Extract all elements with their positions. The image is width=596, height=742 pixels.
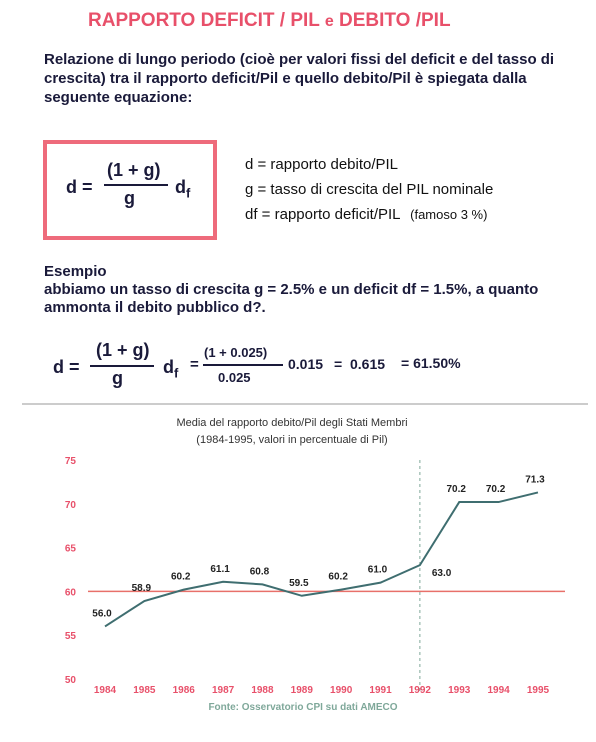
multiplier: 0.015 (288, 356, 324, 372)
factor: d (163, 357, 174, 377)
data-line (104, 491, 539, 628)
data-label: 60.8 (250, 566, 270, 577)
definition: df = rapporto deficit/PIL (245, 206, 400, 223)
title: RAPPORTO DEFICIT / PIL e DEBITO /PIL (88, 10, 451, 32)
x-tick-label: 1992 (409, 685, 432, 696)
title-part: DEBITO /PIL (339, 10, 451, 31)
result: 0.615 (350, 356, 386, 372)
data-label: 56.0 (92, 608, 112, 619)
title-part: RAPPORTO DEFICIT / PIL (88, 10, 320, 31)
factor-sub: f (174, 365, 179, 381)
x-tick-label: 1988 (251, 685, 274, 696)
data-label: 58.9 (132, 583, 152, 594)
x-tick-label: 1990 (330, 685, 353, 696)
fraction-bar (203, 364, 283, 366)
data-label: 70.2 (447, 484, 467, 495)
intro: Relazione di lungo periodo (cioè per val… (44, 51, 555, 106)
x-tick-label: 1989 (291, 685, 314, 696)
y-tick-label: 50 (65, 675, 77, 686)
denominator: g (112, 368, 123, 388)
x-tick-label: 1995 (527, 685, 550, 696)
separator (22, 403, 588, 405)
title-part: e (324, 13, 334, 30)
example-heading: Esempio (44, 263, 107, 280)
y-tick-label: 65 (65, 544, 77, 555)
x-tick-label: 1986 (173, 685, 196, 696)
data-label: 63.0 (432, 568, 452, 579)
x-tick-label: 1985 (133, 685, 156, 696)
source: Fonte: Osservatorio CPI su dati AMECO (208, 702, 397, 713)
x-tick-label: 1994 (487, 685, 510, 696)
fraction-bar (90, 365, 154, 367)
fraction-bar (104, 184, 168, 186)
numerator: (1 + g) (96, 340, 150, 360)
y-tick-label: 60 (65, 587, 77, 598)
data-label: 60.2 (328, 572, 348, 583)
data-label: 59.5 (289, 578, 309, 589)
equals: = (190, 356, 199, 373)
chart: Media del rapporto debito/Pil degli Stat… (65, 417, 565, 713)
x-tick-label: 1984 (94, 685, 117, 696)
numerator: (1 + 0.025) (204, 345, 268, 360)
numerator: (1 + g) (107, 160, 161, 180)
factor-sub: f (186, 185, 191, 201)
data-label: 60.2 (171, 572, 191, 583)
denominator: 0.025 (218, 370, 251, 385)
chart-subtitle: (1984-1995, valori in percentuale di Pil… (196, 434, 387, 446)
formula-lhs: d = (66, 177, 93, 197)
x-tick-label: 1991 (369, 685, 392, 696)
data-label: 61.0 (368, 565, 388, 576)
formula-lhs: d = (53, 357, 80, 377)
data-label: 61.1 (210, 564, 230, 575)
result-percent: = 61.50% (401, 355, 461, 371)
y-tick-label: 55 (65, 631, 77, 642)
x-tick-label: 1993 (448, 685, 471, 696)
equals: = (334, 356, 343, 372)
example: Esempio abbiamo un tasso di crescita g =… (44, 263, 574, 317)
definition: d = rapporto debito/PIL (245, 156, 399, 173)
x-tick-label: 1987 (212, 685, 235, 696)
definition: g = tasso di crescita del PIL nominale (245, 181, 494, 198)
data-label: 71.3 (525, 474, 545, 485)
chart-title: Media del rapporto debito/Pil degli Stat… (176, 417, 407, 429)
formula-box (43, 140, 217, 240)
definitions: d = rapporto debito/PIL g = tasso di cre… (245, 152, 493, 227)
definition-note: (famoso 3 %) (410, 207, 488, 222)
factor: d (175, 177, 186, 197)
example-text: abbiamo un tasso di crescita g = 2.5% e … (44, 281, 539, 316)
data-label: 70.2 (486, 484, 506, 495)
y-tick-label: 70 (65, 500, 77, 511)
denominator: g (124, 188, 135, 208)
y-tick-label: 75 (65, 456, 77, 467)
